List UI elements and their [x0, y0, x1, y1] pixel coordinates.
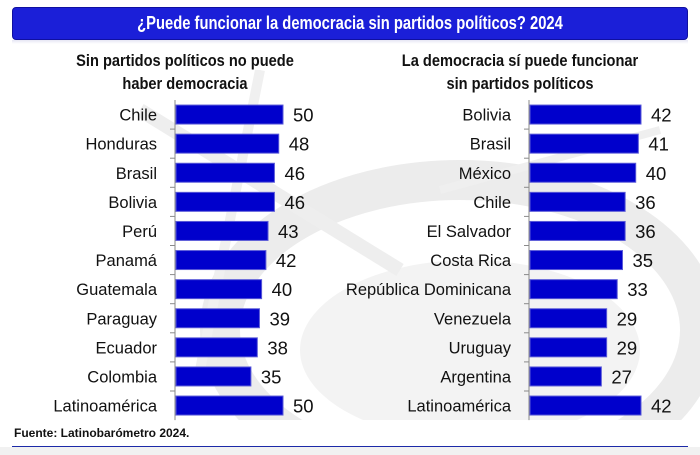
- right-bar: [529, 366, 602, 387]
- left-chart-title-line-1: Sin partidos políticos no puede: [76, 51, 294, 70]
- right-category-label: Brasil: [470, 136, 511, 154]
- right-bar: [529, 220, 626, 241]
- left-category-label: Panamá: [96, 252, 158, 270]
- left-value-label: 35: [261, 366, 282, 387]
- right-chart-title: La democracia sí puede funcionar sin par…: [382, 49, 657, 95]
- left-bar: [175, 308, 260, 329]
- banner-shadow: [12, 40, 688, 44]
- left-bar: [175, 395, 284, 416]
- left-value-label: 50: [293, 396, 314, 417]
- left-bar: [175, 220, 269, 241]
- right-value-label: 40: [646, 163, 667, 184]
- right-bar: [529, 133, 639, 154]
- right-value-label: 35: [633, 250, 654, 271]
- left-category-label: Chile: [119, 107, 157, 125]
- left-value-label: 42: [276, 250, 297, 271]
- right-bar: [529, 279, 618, 300]
- right-category-label: Bolivia: [462, 107, 511, 125]
- left-value-label: 48: [289, 134, 310, 155]
- left-chart-title-line-2: haber democracia: [122, 74, 248, 93]
- footer-shade: [0, 447, 700, 455]
- left-value-label: 39: [269, 308, 290, 329]
- left-value-label: 46: [284, 163, 305, 184]
- left-bar: [175, 366, 252, 387]
- right-chart-title-line-1: La democracia sí puede funcionar: [401, 51, 639, 70]
- right-bar: [529, 395, 642, 416]
- left-bar: [175, 133, 280, 154]
- right-category-label: República Dominicana: [346, 281, 512, 299]
- left-chart-title: Sin partidos políticos no puede haber de…: [43, 49, 327, 95]
- right-category-label: Venezuela: [434, 310, 512, 328]
- right-value-label: 42: [651, 396, 672, 417]
- right-category-label: Latinoamérica: [407, 398, 511, 416]
- right-bar: [529, 308, 608, 329]
- left-bar: [175, 162, 275, 183]
- left-category-label: Bolivia: [108, 194, 157, 212]
- left-bar: [175, 250, 267, 271]
- right-value-label: 41: [648, 134, 669, 155]
- title-banner: ¿Puede funcionar la democracia sin parti…: [12, 7, 688, 40]
- right-category-label: Costa Rica: [430, 252, 512, 270]
- left-category-label: Perú: [122, 223, 157, 241]
- right-category-label: Argentina: [440, 368, 511, 386]
- chart-title: ¿Puede funcionar la democracia sin parti…: [137, 13, 563, 33]
- right-value-label: 29: [617, 337, 638, 358]
- right-value-label: 42: [651, 105, 672, 126]
- left-bar: [175, 279, 263, 300]
- left-value-label: 43: [278, 221, 299, 242]
- right-value-label: 27: [611, 366, 632, 387]
- right-bar: [529, 104, 642, 125]
- right-category-label: Chile: [473, 194, 511, 212]
- right-category-label: El Salvador: [427, 223, 512, 241]
- right-value-label: 33: [627, 279, 648, 300]
- right-bar: [529, 191, 626, 212]
- left-category-label: Paraguay: [86, 310, 157, 328]
- right-value-label: 36: [635, 221, 656, 242]
- right-category-label: Uruguay: [449, 339, 512, 357]
- left-category-label: Ecuador: [96, 339, 158, 357]
- left-value-label: 50: [293, 105, 314, 126]
- right-bar: [529, 162, 637, 183]
- left-value-label: 40: [272, 279, 293, 300]
- left-bar: [175, 191, 275, 212]
- right-value-label: 29: [617, 308, 638, 329]
- left-value-label: 38: [267, 337, 288, 358]
- left-bar: [175, 337, 258, 358]
- left-category-label: Honduras: [85, 136, 157, 154]
- left-category-label: Brasil: [116, 165, 157, 183]
- footer-divider: [12, 446, 688, 447]
- right-chart-title-line-2: sin partidos políticos: [446, 74, 594, 93]
- right-bar: [529, 250, 623, 271]
- right-bar: [529, 337, 608, 358]
- right-value-label: 36: [635, 192, 656, 213]
- source-note: Fuente: Latinobarómetro 2024.: [14, 426, 190, 440]
- left-bar: [175, 104, 284, 125]
- left-category-label: Guatemala: [76, 281, 158, 299]
- left-category-label: Latinoamérica: [53, 398, 157, 416]
- right-category-label: México: [459, 165, 511, 183]
- left-category-label: Colombia: [87, 368, 158, 386]
- left-value-label: 46: [284, 192, 305, 213]
